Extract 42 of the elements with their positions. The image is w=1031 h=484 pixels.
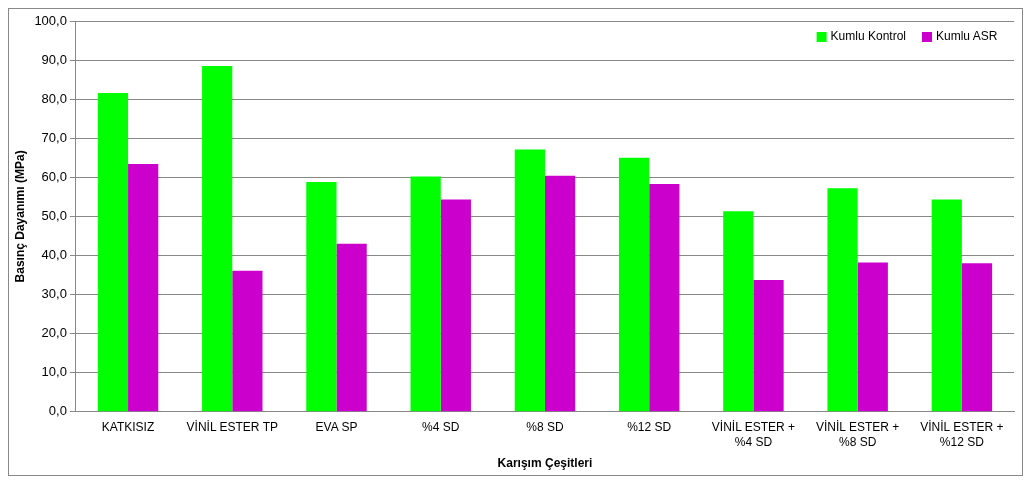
bar xyxy=(336,243,367,412)
bar xyxy=(97,92,129,412)
bar xyxy=(544,175,576,412)
legend-label: Kumlu Kontrol xyxy=(830,29,906,44)
bar xyxy=(857,262,888,412)
bar xyxy=(440,199,471,412)
bar xyxy=(202,65,233,412)
y-tick-label: 20,0 xyxy=(41,325,67,341)
bar xyxy=(753,280,784,412)
y-tick-label: 30,0 xyxy=(41,286,67,302)
bar xyxy=(410,176,441,412)
y-tick-label: 50,0 xyxy=(41,207,67,223)
y-tick-label: 100,0 xyxy=(34,12,67,28)
x-tick-label: %8 SD xyxy=(526,420,564,435)
x-tick-label: EVA SP xyxy=(315,420,358,435)
y-axis-title: Basınç Dayanımı (MPa) xyxy=(12,150,27,283)
x-tick-label: VİNİL ESTER TP xyxy=(186,420,278,435)
legend-label: Kumlu ASR xyxy=(935,29,998,44)
bar xyxy=(649,183,680,412)
y-tick-label: 70,0 xyxy=(41,129,67,145)
bar xyxy=(618,157,650,412)
x-tick-label: VİNİL ESTER + %4 SD xyxy=(711,420,796,449)
y-tick-label: 40,0 xyxy=(41,247,67,263)
bar xyxy=(723,211,754,412)
x-axis-title: Karışım Çeşitleri xyxy=(497,456,593,471)
bar xyxy=(931,199,962,412)
bar xyxy=(306,182,337,412)
x-tick-label: VİNİL ESTER + %8 SD xyxy=(816,420,900,449)
x-tick-label: %12 SD xyxy=(627,420,672,435)
y-tick-label: 10,0 xyxy=(41,364,67,380)
x-tick-label: KATKISIZ xyxy=(101,420,155,435)
bar xyxy=(961,263,993,412)
bar xyxy=(514,149,545,412)
x-tick-label: %4 SD xyxy=(422,420,460,435)
y-tick-label: 0,0 xyxy=(48,403,67,419)
y-tick-label: 60,0 xyxy=(41,168,67,184)
bar xyxy=(827,188,858,412)
bar xyxy=(128,164,159,412)
y-tick-label: 80,0 xyxy=(41,90,67,106)
bar xyxy=(232,270,263,412)
y-tick-label: 90,0 xyxy=(41,51,67,67)
x-tick-label: VİNİL ESTER + %12 SD xyxy=(920,420,1004,449)
